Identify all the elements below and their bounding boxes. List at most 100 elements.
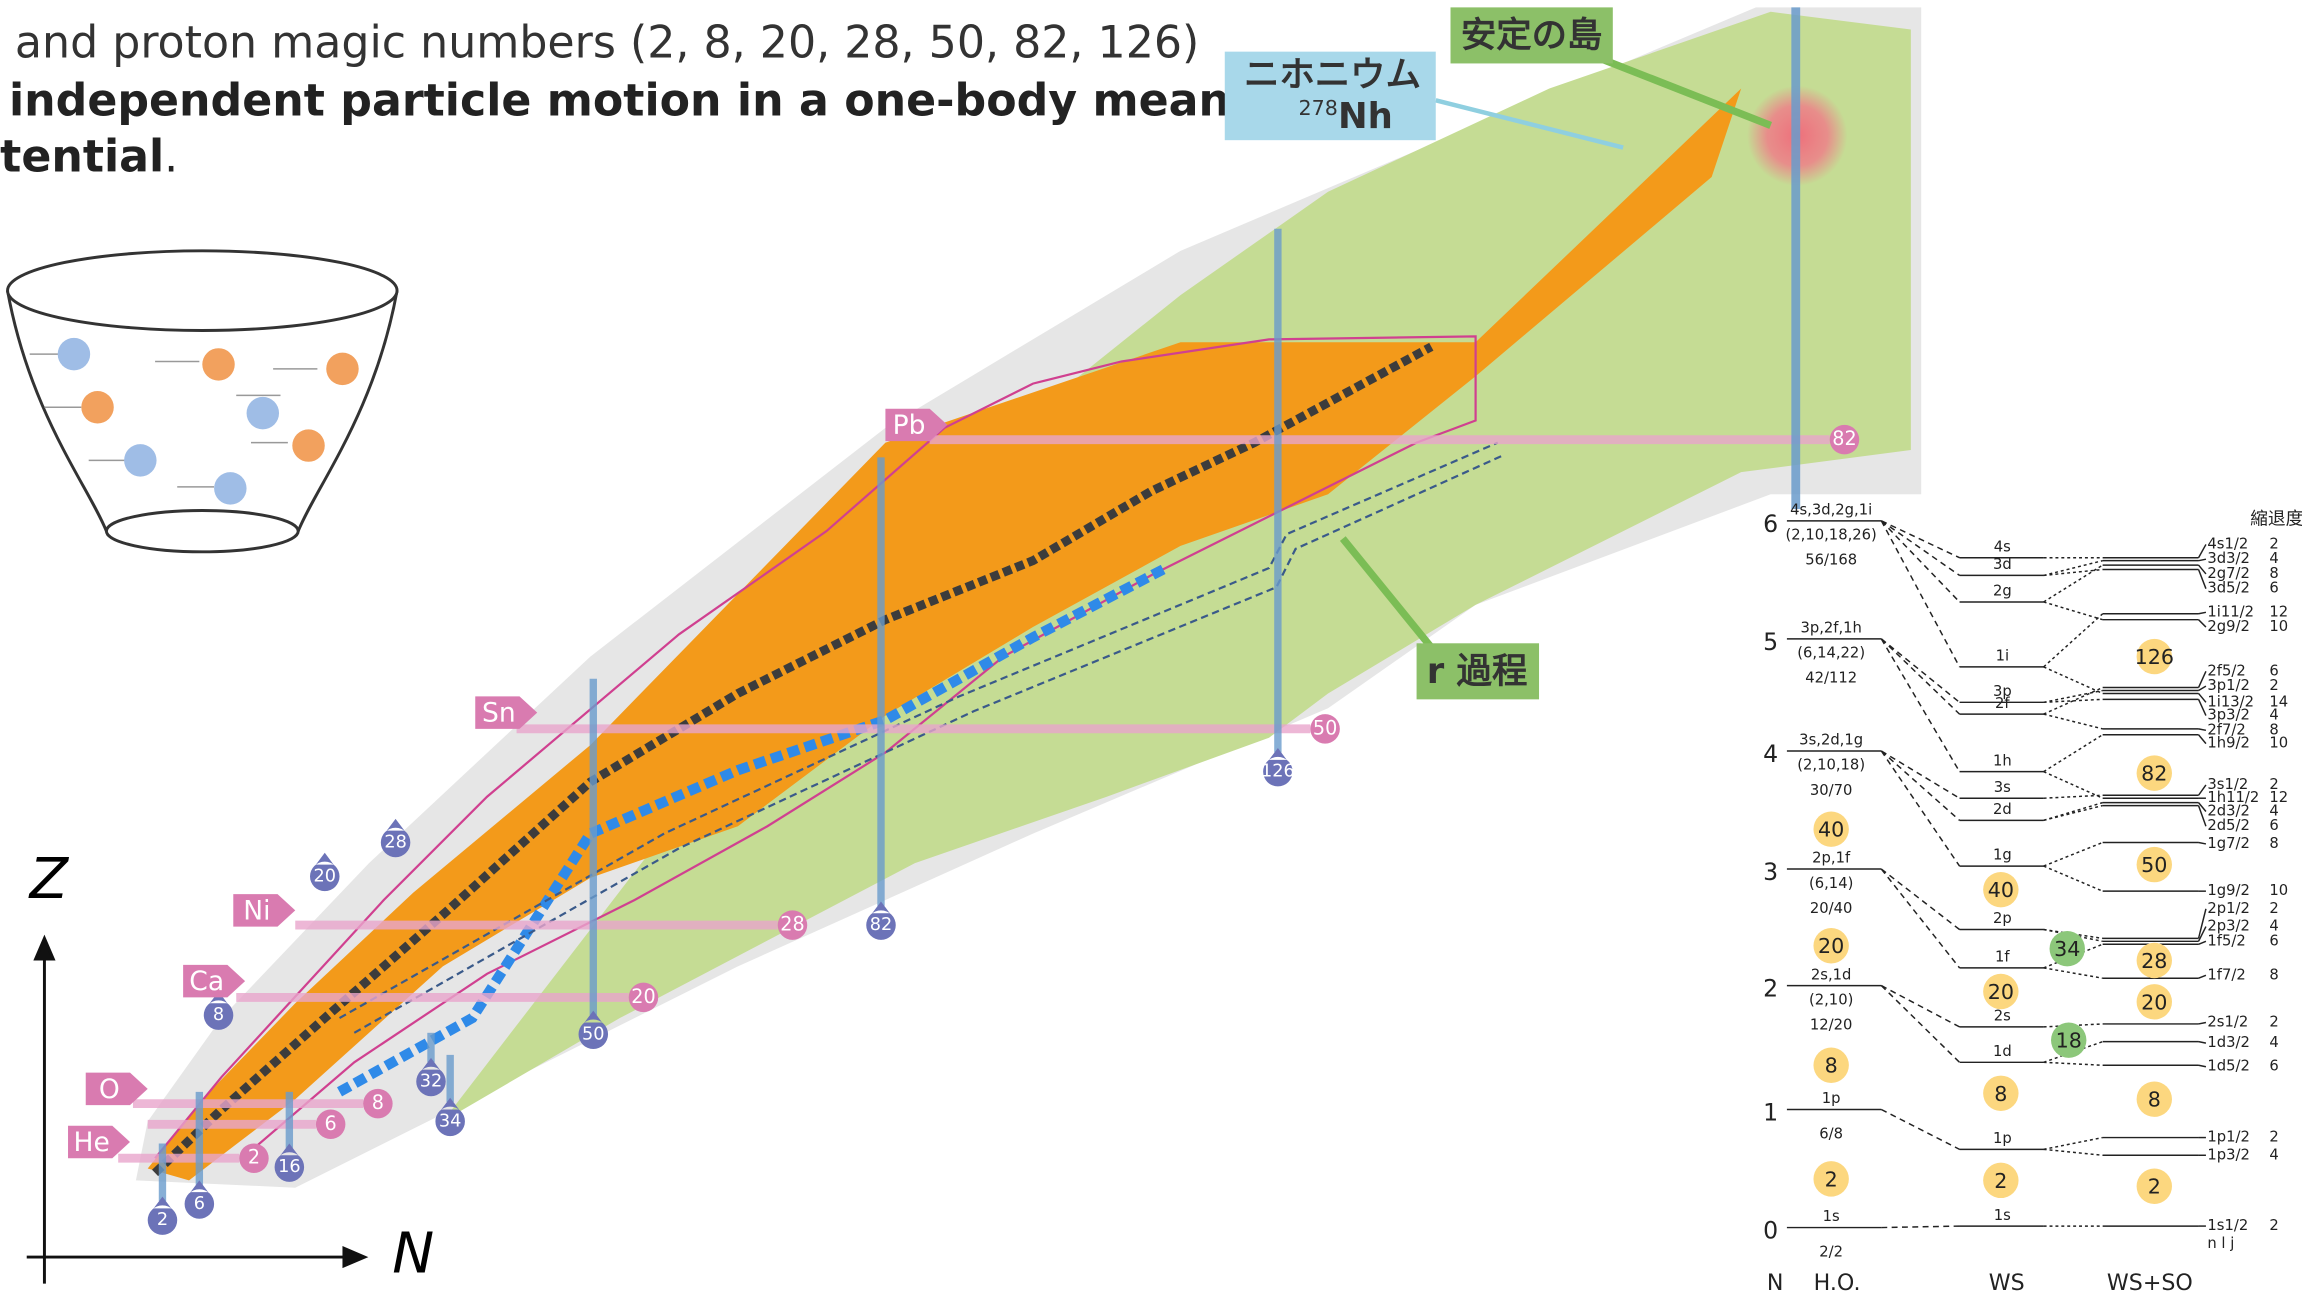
ws-orbit: 1p: [1993, 1130, 2012, 1147]
proton-magic-number: 28: [780, 913, 804, 936]
ws-orbit: 1g: [1993, 847, 2012, 864]
header-line: tential.: [0, 131, 178, 182]
ho-ws-connector: [1881, 751, 1959, 798]
column-label: WS+SO: [2107, 1270, 2193, 1291]
magic-number: 2: [1825, 1167, 1838, 1191]
so-degeneracy: 6: [2269, 580, 2278, 597]
ws-orbit: 4s: [1994, 538, 2011, 555]
neutron-magic-number: 20: [314, 866, 337, 886]
ws-orbit: 2d: [1993, 801, 2012, 818]
ho-ws-connector: [1881, 751, 1959, 820]
so-orbit: 2p1/2: [2207, 900, 2250, 917]
ws-so-connector: [2044, 806, 2103, 821]
proton-magic-number: 2: [248, 1146, 260, 1169]
magic-number: 2: [2148, 1175, 2161, 1199]
ho-occupancy: (2,10): [1809, 991, 1853, 1008]
so-degeneracy: 6: [2269, 817, 2278, 834]
ws-so-connector: [2044, 565, 2103, 602]
so-degeneracy: 4: [2269, 1146, 2278, 1163]
proton-magic-number: 6: [325, 1112, 337, 1135]
proton-magic-number: 82: [1832, 427, 1856, 450]
ws-so-connector: [2044, 714, 2103, 729]
ws-orbit: 3d: [1993, 556, 2012, 573]
page: { "header": { "line1": "and proton magic…: [0, 0, 2302, 1291]
so-degeneracy: 10: [2269, 618, 2288, 635]
so-degeneracy: 2: [2269, 1217, 2278, 1234]
ws-orbit: 3s: [1994, 779, 2011, 796]
so-leader: [2199, 975, 2206, 978]
slide: and proton magic numbers (2, 8, 20, 28, …: [0, 0, 2302, 1291]
ho-orbits: 2p,1f: [1812, 850, 1851, 867]
ho-ws-connector: [1881, 869, 1959, 929]
neutron-magic-number: 126: [1261, 762, 1295, 782]
neutron-magic-number: 50: [582, 1024, 605, 1044]
ws-orbit: 2g: [1993, 583, 2012, 600]
magic-number: 8: [1825, 1054, 1838, 1078]
proton-magic-number: 20: [631, 985, 655, 1008]
ho-count: 12/20: [1810, 1016, 1853, 1033]
ho-ws-connector: [1881, 869, 1959, 968]
ho-orbits: 4s,3d,2g,1i: [1790, 501, 1872, 518]
ho-ws-connector: [1881, 521, 1959, 576]
ws-so-connector: [2044, 866, 2103, 891]
axis-label: N: [392, 1222, 434, 1287]
mass-number: 278: [1299, 96, 1338, 120]
ho-count: 42/112: [1805, 670, 1857, 687]
magic-number: 20: [2141, 990, 2167, 1014]
proton-magic-number: 50: [1313, 716, 1337, 739]
ho-orbits: 3s,2d,1g: [1799, 732, 1863, 749]
ho-count: 6/8: [1819, 1126, 1843, 1143]
so-leader: [2199, 1065, 2206, 1066]
element-label: Sn: [482, 698, 516, 729]
header-line: independent particle motion in a one-bod…: [9, 75, 1230, 126]
level-diagram: 縮退度NH.O.WSWS+SO64s,3d,2g,1i(2,10,18,26)5…: [1763, 501, 2302, 1291]
ws-so-connector: [2044, 772, 2103, 799]
ws-so-connector: [2044, 1149, 2103, 1155]
header-line: and proton magic numbers (2, 8, 20, 28, …: [15, 18, 1199, 69]
particles: [58, 338, 359, 505]
ho-orbits: 3p,2f,1h: [1800, 620, 1861, 637]
ho-ws-connector: [1881, 1110, 1959, 1150]
ho-occupancy: (2,10,18): [1797, 757, 1865, 774]
so-degeneracy: 2: [2269, 1013, 2278, 1030]
so-orbit: 1p3/2: [2207, 1146, 2250, 1163]
neutron-magic-number: 2: [157, 1210, 168, 1230]
so-orbit: 1g7/2: [2207, 835, 2250, 852]
shell-number: 0: [1763, 1216, 1778, 1244]
ho-ws-connector: [1881, 1226, 1959, 1227]
so-degeneracy: 8: [2269, 835, 2278, 852]
ho-orbits: 2s,1d: [1811, 966, 1852, 983]
ws-orbit: 2p: [1993, 910, 2012, 927]
element-label: Ca: [189, 966, 224, 997]
neutron-magic-number: 34: [439, 1111, 462, 1131]
ws-so-connector: [2044, 1138, 2103, 1150]
ho-orbits: 1s: [1823, 1208, 1840, 1225]
so-leader: [2199, 612, 2206, 613]
neutron-magic-number: 28: [384, 832, 407, 852]
potential-well: [8, 251, 398, 552]
column-label: WS: [1989, 1270, 2025, 1291]
so-orbit: 1p1/2: [2207, 1129, 2250, 1146]
column-label: N: [1767, 1270, 1784, 1291]
neutron-magic-number: 82: [870, 915, 893, 935]
so-degeneracy: 6: [2269, 932, 2278, 949]
so-orbit: 1s1/2: [2207, 1217, 2248, 1234]
magic-number: 20: [1988, 980, 2014, 1004]
so-leader: [2199, 785, 2206, 795]
so-orbit: 3p1/2: [2207, 677, 2250, 694]
element-label: Pb: [893, 410, 926, 441]
shell-number: 1: [1763, 1098, 1778, 1126]
ho-count: 20/40: [1810, 900, 1853, 917]
ho-count: 56/168: [1805, 552, 1857, 569]
magic-number: 34: [2054, 937, 2080, 961]
so-degeneracy: 8: [2269, 966, 2278, 983]
so-degeneracy: 10: [2269, 735, 2288, 752]
so-leader: [2199, 806, 2206, 827]
so-leader: [2199, 735, 2206, 744]
ho-ws-connector: [1881, 639, 1959, 702]
ws-so-connector: [2044, 842, 2103, 866]
ho-ws-connector: [1881, 751, 1959, 866]
element-symbol: Nh: [1338, 96, 1393, 137]
ho-occupancy: (2,10,18,26): [1786, 527, 1877, 544]
so-leader: [2199, 729, 2206, 730]
